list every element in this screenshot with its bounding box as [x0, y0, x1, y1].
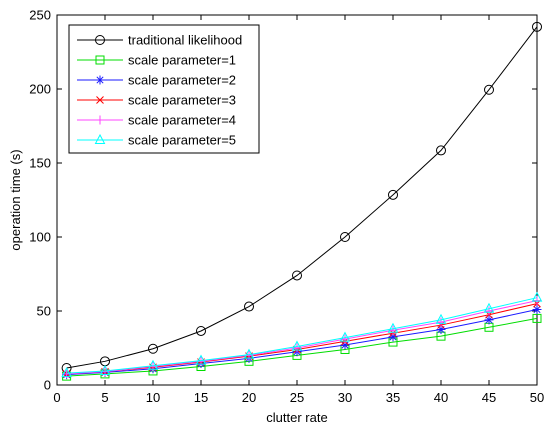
- data-point: [483, 302, 495, 313]
- y-tick-label: 50: [37, 304, 51, 319]
- data-point: [484, 315, 494, 325]
- data-point: [532, 21, 542, 32]
- x-tick-label: 35: [386, 390, 400, 405]
- series-1: [61, 21, 542, 373]
- data-point: [387, 322, 399, 333]
- legend: traditional likelihood scale parameter=1 s…: [68, 24, 260, 154]
- data-point: [61, 367, 72, 378]
- data-point: [195, 354, 207, 365]
- data-point: [340, 232, 350, 242]
- data-point: [484, 306, 494, 316]
- legend-item: scale parameter=1: [77, 53, 236, 68]
- legend-item: scale parameter=5: [77, 133, 236, 148]
- series-layer: [61, 21, 543, 381]
- y-tick-label: 150: [29, 156, 51, 171]
- x-tick-label: 25: [290, 390, 304, 405]
- axis-ticks: 0 5 10 15 20 25 30 35 40 45 50 0 50 100 150 200 250: [29, 8, 544, 406]
- series-line: [66, 26, 538, 369]
- data-point: [243, 348, 255, 359]
- y-tick-label: 250: [29, 8, 51, 23]
- legend-marker: [94, 133, 106, 144]
- series-6: [61, 291, 543, 378]
- data-point: [340, 340, 350, 350]
- x-tick-label: 50: [530, 390, 544, 405]
- legend-item: scale parameter=2: [77, 73, 236, 88]
- data-point: [436, 317, 446, 327]
- data-point: [147, 359, 159, 370]
- legend-label: scale parameter=5: [128, 133, 236, 148]
- data-point: [244, 301, 254, 312]
- legend-label: traditional likelihood: [128, 33, 242, 48]
- legend-marker: [96, 96, 104, 104]
- x-tick-label: 5: [101, 390, 108, 405]
- y-axis-label: operation time (s): [8, 149, 23, 250]
- x-tick-label: 30: [338, 390, 352, 405]
- x-tick-label: 15: [194, 390, 208, 405]
- legend-label: scale parameter=1: [128, 53, 236, 68]
- data-point: [532, 296, 542, 306]
- legend-marker: [95, 115, 105, 125]
- legend-item: scale parameter=3: [77, 93, 236, 108]
- y-tick-label: 200: [29, 82, 51, 97]
- legend-item: scale parameter=4: [77, 113, 236, 128]
- data-point: [148, 343, 158, 354]
- data-point: [99, 364, 111, 375]
- data-point: [484, 84, 494, 95]
- y-tick-label: 100: [29, 230, 51, 245]
- data-point: [339, 331, 351, 342]
- legend-marker: [95, 75, 105, 85]
- data-point: [436, 325, 446, 334]
- legend-marker: [95, 35, 105, 45]
- legend-label: scale parameter=2: [128, 73, 236, 88]
- legend-label: scale parameter=3: [128, 93, 236, 108]
- data-point: [291, 340, 303, 351]
- x-tick-label: 45: [482, 390, 496, 405]
- data-point: [436, 145, 446, 156]
- data-point: [532, 305, 542, 315]
- data-point: [435, 313, 447, 324]
- x-axis-label: clutter rate: [266, 410, 327, 425]
- x-tick-label: 10: [146, 390, 160, 405]
- data-point: [388, 189, 398, 200]
- legend-marker: [95, 55, 105, 65]
- data-point: [388, 332, 398, 342]
- x-tick-label: 0: [53, 390, 60, 405]
- data-point: [531, 291, 543, 302]
- series-line: [66, 297, 538, 374]
- x-tick-label: 20: [242, 390, 256, 405]
- legend-item: traditional likelihood: [77, 33, 242, 48]
- legend-label: scale parameter=4: [128, 113, 236, 128]
- y-tick-label: 0: [44, 378, 51, 393]
- x-tick-label: 40: [434, 390, 448, 405]
- data-point: [532, 313, 542, 323]
- data-point: [196, 325, 206, 336]
- legend-box: [68, 24, 260, 154]
- data-point: [292, 270, 302, 281]
